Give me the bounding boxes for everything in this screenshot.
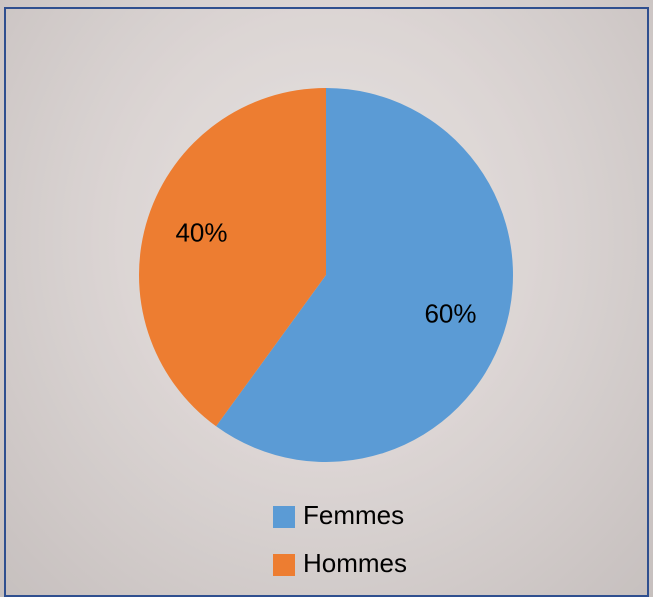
- data-label: 40%: [175, 217, 227, 247]
- chart: 60% 40% Femmes Hommes: [0, 0, 653, 597]
- page: 60% 40% Femmes Hommes: [0, 0, 653, 597]
- legend-label: Hommes: [303, 548, 407, 578]
- legend-label: Femmes: [303, 500, 404, 530]
- legend-swatch: [273, 554, 295, 576]
- data-label: 60%: [424, 298, 476, 328]
- legend-swatch: [273, 506, 295, 528]
